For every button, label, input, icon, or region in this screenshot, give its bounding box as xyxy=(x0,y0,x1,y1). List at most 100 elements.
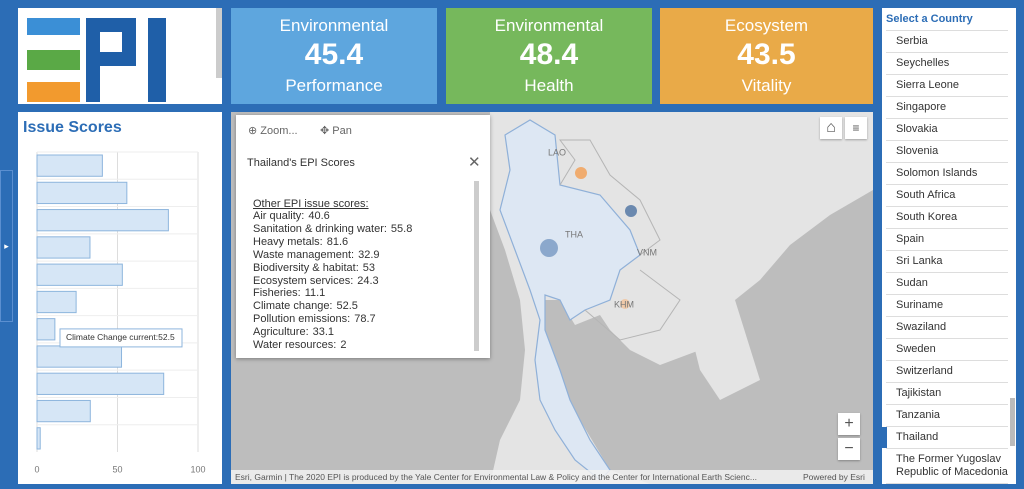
country-item[interactable]: South Africa xyxy=(886,184,1008,206)
country-item[interactable]: Slovenia xyxy=(886,140,1008,162)
x-tick-label: 50 xyxy=(112,464,122,474)
country-item[interactable]: Swaziland xyxy=(886,316,1008,338)
score-list: Air quality: 40.6 Sanitation & drinking wa… xyxy=(253,210,412,352)
logo-graphic xyxy=(27,8,222,102)
score-item: Sanitation & drinking water: 55.8 xyxy=(253,223,412,236)
country-item[interactable]: Switzerland xyxy=(886,360,1008,382)
bar xyxy=(36,345,123,368)
country-item[interactable]: Thailand xyxy=(882,426,1008,448)
bar xyxy=(36,372,165,395)
list-scrollbar[interactable] xyxy=(1010,398,1015,446)
country-item[interactable]: Tajikistan xyxy=(886,382,1008,404)
zoom-out-button[interactable]: − xyxy=(838,438,860,460)
score-label: Ecosystem services: xyxy=(253,274,354,287)
country-item[interactable]: Tanzania xyxy=(886,404,1008,426)
bar xyxy=(36,236,91,259)
issue-scores-panel: Issue Scores 0 50 100 Climate Change curren… xyxy=(18,112,222,484)
score-item: Heavy metals: 81.6 xyxy=(253,236,412,249)
zoom-label: Zoom... xyxy=(260,125,298,137)
score-value: 78.7 xyxy=(354,313,376,326)
score-value: 32.9 xyxy=(358,248,380,261)
logo xyxy=(18,8,222,104)
country-item[interactable]: Slovakia xyxy=(886,118,1008,140)
bar xyxy=(36,427,41,450)
x-tick-label: 100 xyxy=(190,464,205,474)
bar xyxy=(36,209,169,232)
kpi-value: 48.4 xyxy=(519,38,579,71)
country-item[interactable]: Singapore xyxy=(886,96,1008,118)
home-button[interactable]: ⌂ xyxy=(820,117,842,139)
kpi-value: 45.4 xyxy=(304,38,364,71)
country-item[interactable]: Seychelles xyxy=(886,52,1008,74)
score-label: Pollution emissions: xyxy=(253,313,351,326)
side-tab[interactable]: ▸ xyxy=(0,170,13,322)
popup-subtitle: Other EPI issue scores: xyxy=(253,198,369,210)
score-value: 2 xyxy=(340,339,347,352)
score-item: Agriculture: 33.1 xyxy=(253,326,412,339)
score-item: Waste management: 32.9 xyxy=(253,249,412,262)
country-item[interactable]: Timor-Leste xyxy=(886,483,1008,484)
score-item: Air quality: 40.6 xyxy=(253,210,412,223)
zoom-in-button[interactable]: + xyxy=(838,413,860,435)
score-item: Pollution emissions: 78.7 xyxy=(253,313,412,326)
kpi-top: Environmental xyxy=(494,16,604,35)
popup-title: Thailand's EPI Scores xyxy=(247,157,355,169)
country-label: VNM xyxy=(637,247,657,257)
kpi-tile: Environmental 48.4 Health xyxy=(446,8,652,104)
score-label: Sanitation & drinking water: xyxy=(253,222,387,235)
attribution: Esri, Garmin | The 2020 EPI is produced … xyxy=(235,472,757,482)
tooltip-text: Climate Change current:52.5 xyxy=(66,332,175,342)
tooltip-label: Climate Change current: xyxy=(66,332,158,342)
kpi-tile: Environmental 45.4 Performance xyxy=(231,8,437,104)
country-item[interactable]: Serbia xyxy=(886,30,1008,52)
country-label: THA xyxy=(565,229,583,239)
scrollbar[interactable] xyxy=(474,181,479,351)
tooltip-box xyxy=(59,328,183,348)
country-item[interactable]: Solomon Islands xyxy=(886,162,1008,184)
score-label: Climate change: xyxy=(253,300,333,313)
score-value: 55.8 xyxy=(390,222,413,235)
bar xyxy=(36,399,91,423)
close-button[interactable]: ✕ xyxy=(468,154,481,171)
country-label: LAO xyxy=(548,147,566,157)
legend-button[interactable]: ≡ xyxy=(845,117,867,139)
score-label: Water resources: xyxy=(253,339,337,352)
country-item[interactable]: Sierra Leone xyxy=(886,74,1008,96)
country-list-panel: Select a Country Serbia Seychelles Sierra … xyxy=(882,8,1016,484)
bar xyxy=(36,154,103,177)
score-label: Air quality: xyxy=(253,210,305,222)
zoom-tool[interactable]: ⊕ Zoom... xyxy=(248,125,298,137)
kpi-bottom: Health xyxy=(524,76,574,95)
score-item: Climate change: 52.5 xyxy=(253,300,412,313)
country-item[interactable]: Spain xyxy=(886,228,1008,250)
country-item[interactable]: Sudan xyxy=(886,272,1008,294)
tooltip-value: 52.5 xyxy=(158,332,175,342)
country-label: KHM xyxy=(614,299,634,309)
score-value: 52.5 xyxy=(336,300,358,313)
kpi-bottom: Vitality xyxy=(741,76,792,95)
country-item[interactable]: Suriname xyxy=(886,294,1008,316)
bar xyxy=(36,263,123,286)
country-item[interactable]: Sweden xyxy=(886,338,1008,360)
country-item[interactable]: South Korea xyxy=(886,206,1008,228)
score-label: Agriculture: xyxy=(253,326,309,339)
score-item: Ecosystem services: 24.3 xyxy=(253,275,412,288)
country-list: Serbia Seychelles Sierra Leone Singapore Slo… xyxy=(882,30,1008,484)
bar xyxy=(36,318,56,341)
score-label: Waste management: xyxy=(253,248,355,261)
issue-scores-chart: Issue Scores 0 50 100 Climate Change curren… xyxy=(23,119,206,474)
bar xyxy=(36,181,128,205)
map-popup: ⊕ Zoom... ✥ Pan Thailand's EPI Scores ✕ … xyxy=(236,115,490,358)
score-item: Water resources: 2 xyxy=(253,339,412,352)
score-value: 11.1 xyxy=(304,287,326,300)
score-item: Fisheries: 11.1 xyxy=(253,287,412,300)
score-value: 53 xyxy=(362,261,376,274)
score-value: 40.6 xyxy=(308,210,330,222)
country-item[interactable]: The Former Yugoslav Republic of Macedoni… xyxy=(886,448,1008,483)
pan-label: Pan xyxy=(332,125,352,137)
bar xyxy=(36,290,77,314)
pan-tool[interactable]: ✥ Pan xyxy=(320,125,352,137)
score-item: Biodiversity & habitat: 53 xyxy=(253,262,412,275)
country-item[interactable]: Sri Lanka xyxy=(886,250,1008,272)
